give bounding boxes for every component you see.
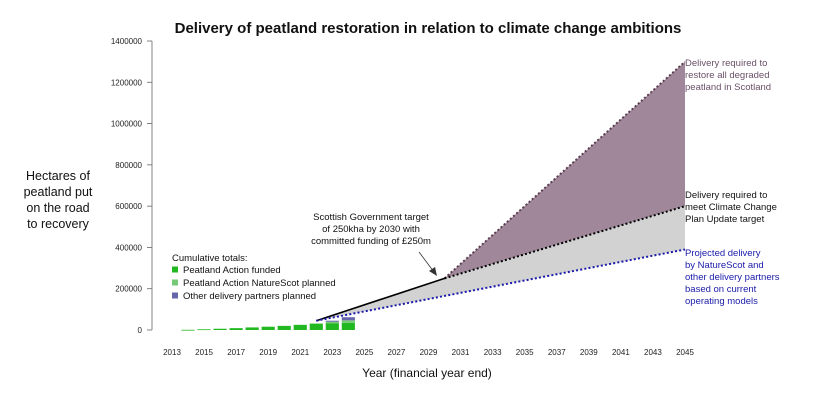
x-tick-label: 2033: [484, 348, 502, 357]
annotation-ccpu: Plan Update target: [685, 214, 765, 225]
x-tick-label: 2035: [516, 348, 534, 357]
x-tick-label: 2041: [612, 348, 630, 357]
legend-entry: Peatland Action NatureScot planned: [183, 278, 336, 289]
annotation-ccpu: meet Climate Change: [685, 202, 777, 213]
y-axis-label: Hectares of peatland put on the road to rec…: [24, 169, 93, 231]
x-tick-label: 2029: [420, 348, 438, 357]
annotation-all-degraded: Delivery required to: [685, 58, 767, 69]
area-layer: [316, 61, 685, 321]
y-tick-label: 0: [138, 326, 143, 335]
bar-layer: [181, 317, 355, 331]
annotation-projected: operating models: [685, 296, 758, 307]
y-tick-label: 1200000: [111, 78, 143, 87]
legend-title: Cumulative totals:: [172, 253, 248, 264]
annotation-all-degraded: restore all degraded: [685, 70, 770, 81]
legend-swatch: [172, 266, 178, 273]
bar-peatland-action-naturescot-planned-2023: [325, 321, 339, 324]
bar-peatland-action-funded-2024: [341, 322, 355, 330]
x-tick-label: 2039: [580, 348, 598, 357]
annotation-projected: Projected delivery: [685, 248, 761, 259]
bar-peatland-action-funded-2019: [261, 326, 275, 330]
bar-peatland-action-funded-2016: [213, 328, 227, 330]
annotation-sg-target: committed funding of £250m: [311, 236, 431, 247]
y-axis-label-line: Hectares of: [26, 169, 90, 183]
annotation-arrow-line: [418, 251, 435, 273]
y-axis-label-line: to recovery: [27, 217, 90, 231]
line-all-degraded: [443, 60, 686, 280]
bar-peatland-action-funded-2018: [245, 327, 259, 330]
y-axis-label-line: peatland put: [24, 185, 93, 199]
x-tick-label: 2017: [227, 348, 245, 357]
y-axis-label-line: on the road: [26, 201, 89, 215]
x-tick-label: 2013: [163, 348, 181, 357]
line-layer: [316, 60, 686, 322]
annotation-ccpu: Delivery required to: [685, 190, 767, 201]
x-tick-label: 2037: [548, 348, 566, 357]
y-tick-label: 1000000: [111, 120, 143, 129]
line-sg-target: [316, 277, 445, 322]
x-tick-label: 2025: [355, 348, 373, 357]
bar-peatland-action-funded-2017: [229, 328, 243, 330]
legend-swatch: [172, 279, 178, 286]
bar-other-delivery-partners-planned-2024: [341, 317, 355, 321]
y-tick-label: 600000: [115, 202, 142, 211]
y-tick-label: 400000: [115, 243, 142, 252]
bar-peatland-action-funded-2021: [293, 324, 307, 330]
axes: 0 200000 400000 600000 800000 1000000 1200000 1…: [111, 37, 695, 357]
annotation-projected: by NatureScot and: [685, 260, 764, 271]
x-axis-label: Year (financial year end): [362, 366, 492, 380]
bar-peatland-action-naturescot-planned-2024: [341, 320, 355, 323]
x-tick-label: 2015: [195, 348, 213, 357]
x-tick-label: 2021: [291, 348, 309, 357]
bar-peatland-action-funded-2020: [277, 325, 291, 330]
chart-title: Delivery of peatland restoration in rela…: [175, 20, 682, 37]
legend-swatch: [172, 292, 178, 299]
bar-peatland-action-funded-2022: [309, 323, 323, 330]
x-tick-label: 2045: [676, 348, 694, 357]
bar-peatland-action-funded-2023: [325, 323, 339, 330]
legend-entry: Other delivery partners planned: [183, 291, 316, 302]
x-tick-label: 2019: [259, 348, 277, 357]
x-tick-label: 2031: [452, 348, 470, 357]
annotation-all-degraded: peatland in Scotland: [685, 82, 771, 93]
annotation-projected: other delivery partners: [685, 272, 780, 283]
x-tick-label: 2023: [323, 348, 341, 357]
x-tick-label: 2027: [388, 348, 406, 357]
legend-entry: Peatland Action funded: [183, 265, 281, 276]
annotation-sg-target: Scottish Government target: [313, 212, 429, 223]
annotation-arrow-head: [429, 267, 437, 276]
bar-peatland-action-funded-2014: [181, 329, 195, 331]
annotation-sg-target: of 250kha by 2030 with: [322, 224, 420, 235]
area-ccpu-gap: [316, 206, 685, 321]
legend: Cumulative totals:Peatland Action funded…: [172, 253, 336, 302]
annotation-projected: based on current: [685, 284, 757, 295]
y-tick-label: 1400000: [111, 37, 143, 46]
bar-peatland-action-funded-2015: [197, 329, 211, 331]
bar-other-delivery-partners-planned-2023: [325, 320, 339, 322]
y-tick-label: 200000: [115, 285, 142, 294]
x-tick-label: 2043: [644, 348, 662, 357]
y-tick-label: 800000: [115, 161, 142, 170]
